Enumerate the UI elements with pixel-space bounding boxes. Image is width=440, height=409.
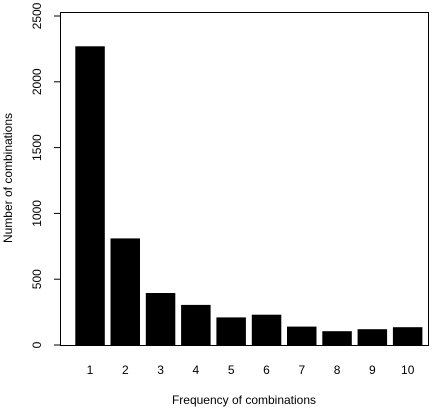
x-tick-label-8: 8 [334, 363, 341, 377]
bars-layer [75, 46, 423, 346]
bar-1 [75, 46, 105, 346]
bar-6 [251, 314, 282, 345]
bar-7 [287, 326, 317, 345]
y-tick-label-1000: 1000 [30, 200, 44, 227]
x-tick-label-2: 2 [122, 363, 129, 377]
bar-2 [110, 238, 140, 345]
x-axis-title: Frequency of combinations [172, 393, 316, 407]
plot-frame [60, 12, 429, 346]
y-tick-label-0: 0 [30, 341, 44, 348]
x-tick-label-7: 7 [298, 363, 305, 377]
y-tick-label-2000: 2000 [30, 68, 44, 95]
bar-8 [322, 331, 352, 345]
bar-3 [145, 293, 176, 345]
bar-9 [357, 329, 388, 345]
y-tick-label-1500: 1500 [30, 134, 44, 161]
y-tick-label-500: 500 [30, 269, 44, 289]
y-axis-title: Number of combinations [1, 113, 15, 243]
x-tick-label-3: 3 [157, 363, 164, 377]
bar-10 [392, 327, 423, 345]
y-tick-label-2500: 2500 [30, 2, 44, 29]
x-tick-label-9: 9 [369, 363, 376, 377]
x-tick-label-4: 4 [193, 363, 200, 377]
x-tick-label-10: 10 [401, 363, 415, 377]
y-axis: 0 500 1000 1500 2000 2500 [30, 2, 60, 348]
bar-5 [216, 317, 246, 345]
x-tick-label-1: 1 [87, 363, 94, 377]
x-tick-label-5: 5 [228, 363, 235, 377]
x-tick-label-6: 6 [263, 363, 270, 377]
x-axis: 1 2 3 4 5 6 7 8 9 10 [87, 363, 415, 377]
bar-4 [181, 304, 211, 345]
